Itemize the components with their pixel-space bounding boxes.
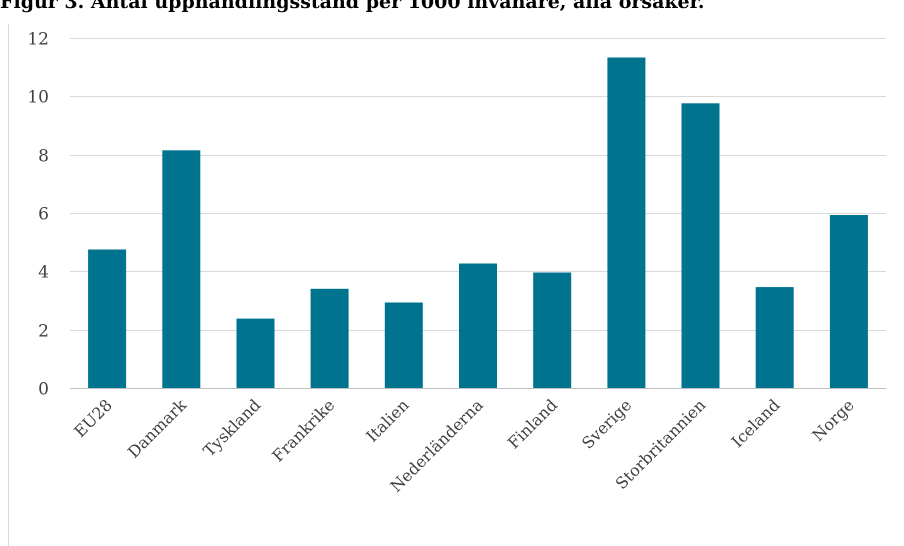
x-axis-labels: EU28 Danmark Tyskland Frankrike ItalienNeder… [70, 395, 857, 496]
x-tick-label: Norge [808, 395, 857, 444]
bar [236, 318, 275, 388]
y-tick-label: 6 [38, 205, 49, 225]
bar [88, 249, 127, 388]
x-tick-label: Sverige [578, 395, 635, 452]
y-tick-label: 10 [27, 88, 49, 108]
bar [829, 215, 868, 388]
y-tick-label: 12 [27, 30, 49, 50]
x-tick-label: Finland [504, 395, 561, 452]
y-axis-ticks: 0 2 4 6 8 10 12 [27, 30, 49, 400]
x-tick-label: Tyskland [199, 395, 264, 460]
y-tick-label: 2 [38, 322, 49, 342]
bar [310, 288, 349, 388]
y-tick-label: 0 [38, 380, 49, 400]
bar [533, 272, 572, 388]
bar [384, 302, 423, 388]
chart-title: Figur 3. Antal upphandlingsstand per 100… [0, 0, 705, 13]
y-tick-label: 8 [38, 147, 49, 167]
x-tick-label: Frankrike [268, 395, 338, 465]
bars [88, 57, 868, 389]
x-tick-label: EU28 [70, 395, 116, 441]
y-tick-label: 4 [38, 263, 49, 283]
bar [681, 103, 720, 389]
bar [162, 150, 201, 388]
bar [607, 57, 646, 388]
x-tick-label: Iceland [728, 395, 784, 451]
x-tick-label: Italien [362, 395, 412, 445]
bar [459, 263, 497, 388]
bar [755, 287, 794, 388]
x-tick-label: Danmark [124, 395, 190, 461]
